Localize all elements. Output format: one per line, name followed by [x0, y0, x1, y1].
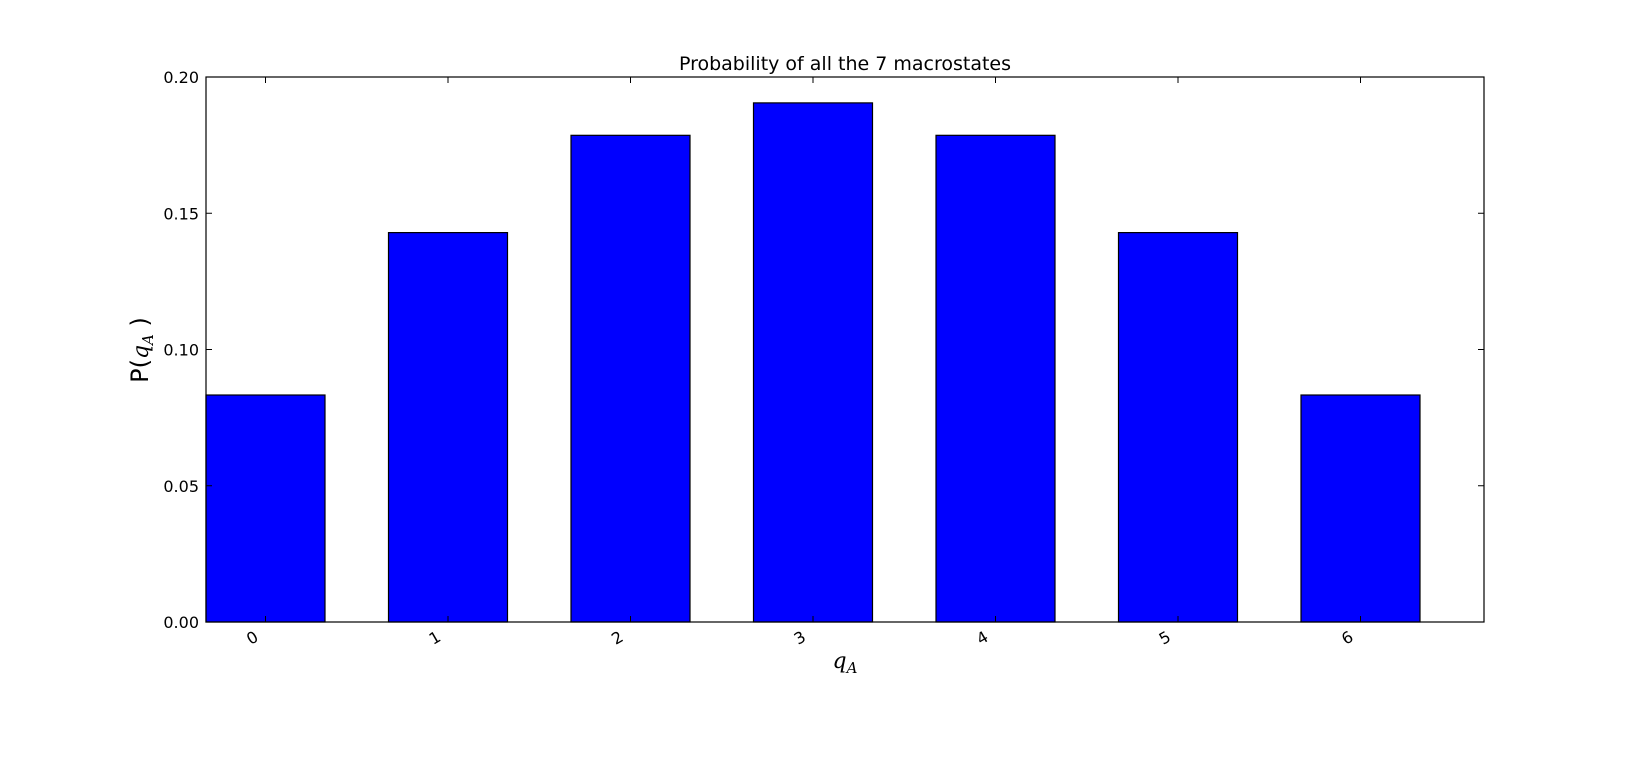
chart-title: Probability of all the 7 macrostates — [679, 53, 1011, 75]
bar-4 — [935, 134, 1056, 623]
y-axis-label-symbol: q — [129, 345, 154, 359]
y-axis-label-subscript: A — [139, 334, 157, 347]
y-tick-label: 0.10 — [163, 341, 199, 360]
bar-1 — [387, 231, 509, 623]
bar-0 — [205, 394, 326, 623]
y-axis-label-suffix: ) — [126, 317, 154, 334]
bar-2 — [570, 134, 691, 623]
y-tick-label: 0.05 — [163, 477, 199, 496]
x-axis-label: qA — [833, 649, 858, 677]
bar-5 — [1117, 231, 1239, 623]
y-axis-label: P(qA ) — [126, 317, 157, 383]
x-axis-label-symbol: q — [833, 649, 847, 674]
y-axis-ticks: 0.00 0.05 0.10 0.15 0.20 — [163, 68, 1484, 632]
plot-frame — [205, 76, 1485, 623]
y-tick-label: 0.15 — [163, 204, 199, 223]
y-axis-label-prefix: P( — [126, 359, 154, 383]
bars-group — [205, 102, 1421, 623]
y-tick-label: 0.00 — [163, 613, 199, 632]
x-axis-label-subscript: A — [845, 659, 858, 677]
bar-6 — [1300, 394, 1421, 623]
bar-3 — [752, 102, 874, 623]
y-tick-label: 0.20 — [163, 68, 199, 87]
